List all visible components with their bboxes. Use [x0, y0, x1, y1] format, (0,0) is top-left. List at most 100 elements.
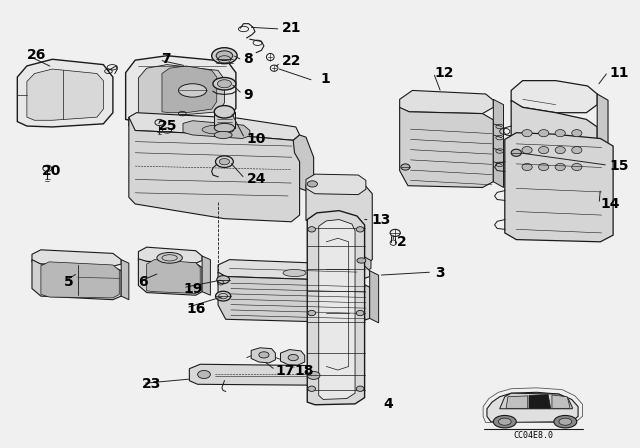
Polygon shape [370, 271, 379, 323]
Polygon shape [129, 117, 300, 222]
Ellipse shape [539, 129, 548, 137]
Text: 11: 11 [610, 65, 629, 80]
Polygon shape [511, 100, 597, 188]
Polygon shape [162, 66, 217, 113]
Polygon shape [505, 133, 613, 242]
Polygon shape [280, 349, 305, 365]
Ellipse shape [214, 131, 232, 138]
Ellipse shape [356, 386, 364, 392]
Text: 4: 4 [384, 397, 394, 411]
Polygon shape [129, 113, 300, 140]
Ellipse shape [307, 181, 317, 187]
Polygon shape [214, 112, 235, 128]
Polygon shape [319, 220, 355, 400]
Text: 8: 8 [244, 52, 253, 66]
Polygon shape [32, 250, 121, 266]
Polygon shape [251, 348, 275, 363]
Text: 25: 25 [157, 119, 177, 133]
Polygon shape [138, 259, 202, 295]
Ellipse shape [288, 354, 298, 361]
Ellipse shape [572, 129, 582, 137]
Polygon shape [32, 260, 121, 300]
Ellipse shape [499, 418, 511, 425]
Ellipse shape [511, 149, 522, 156]
Ellipse shape [357, 258, 366, 263]
Polygon shape [307, 211, 365, 405]
Polygon shape [138, 247, 202, 263]
Ellipse shape [539, 164, 548, 171]
Ellipse shape [493, 415, 516, 428]
Text: 19: 19 [183, 281, 202, 296]
Polygon shape [399, 90, 493, 114]
Polygon shape [493, 99, 504, 188]
Ellipse shape [216, 156, 234, 168]
Polygon shape [552, 395, 570, 408]
Polygon shape [500, 393, 572, 409]
Ellipse shape [283, 269, 306, 276]
Text: 13: 13 [371, 212, 390, 227]
Ellipse shape [308, 386, 316, 392]
Ellipse shape [554, 415, 577, 428]
Text: 2: 2 [396, 235, 406, 249]
Text: 22: 22 [282, 55, 301, 69]
Ellipse shape [308, 310, 316, 316]
Ellipse shape [356, 227, 364, 232]
Text: 14: 14 [600, 197, 620, 211]
Polygon shape [202, 256, 211, 295]
Text: 24: 24 [246, 172, 266, 186]
Ellipse shape [572, 146, 582, 154]
Text: 21: 21 [282, 21, 301, 35]
Ellipse shape [179, 84, 207, 97]
Text: 9: 9 [244, 88, 253, 102]
Polygon shape [487, 392, 578, 422]
Polygon shape [306, 174, 366, 194]
Polygon shape [218, 260, 370, 281]
Text: 15: 15 [610, 159, 629, 173]
Ellipse shape [539, 146, 548, 154]
Ellipse shape [213, 78, 236, 90]
Ellipse shape [157, 253, 182, 263]
Ellipse shape [198, 370, 211, 379]
Polygon shape [41, 262, 119, 298]
Polygon shape [218, 272, 370, 323]
Text: 16: 16 [186, 302, 205, 315]
Polygon shape [183, 121, 250, 138]
Text: 1: 1 [320, 72, 330, 86]
Polygon shape [17, 59, 113, 127]
Ellipse shape [356, 310, 364, 316]
Text: 12: 12 [435, 65, 454, 80]
Ellipse shape [214, 106, 235, 118]
Polygon shape [293, 135, 314, 190]
Polygon shape [138, 65, 225, 116]
Ellipse shape [522, 129, 532, 137]
Polygon shape [125, 56, 236, 124]
Ellipse shape [308, 227, 316, 232]
Polygon shape [147, 260, 200, 293]
Text: 6: 6 [138, 275, 148, 289]
Polygon shape [597, 94, 608, 188]
Ellipse shape [216, 51, 233, 60]
Polygon shape [506, 396, 528, 408]
Text: 18: 18 [294, 364, 314, 378]
Ellipse shape [559, 418, 572, 425]
Ellipse shape [307, 371, 320, 379]
Text: 26: 26 [27, 48, 46, 62]
Text: 7: 7 [161, 52, 170, 66]
Polygon shape [346, 255, 371, 273]
Ellipse shape [220, 159, 230, 165]
Ellipse shape [217, 276, 230, 284]
Ellipse shape [555, 164, 565, 171]
Ellipse shape [218, 80, 232, 88]
Polygon shape [189, 364, 321, 385]
Polygon shape [27, 69, 103, 120]
Text: 10: 10 [246, 133, 266, 146]
Text: 5: 5 [64, 275, 74, 289]
Text: 17: 17 [275, 364, 295, 378]
Polygon shape [529, 395, 550, 408]
Text: 3: 3 [435, 266, 444, 280]
Polygon shape [511, 81, 597, 113]
Polygon shape [399, 108, 493, 188]
Ellipse shape [214, 123, 235, 132]
Ellipse shape [401, 164, 410, 170]
Ellipse shape [555, 146, 565, 154]
